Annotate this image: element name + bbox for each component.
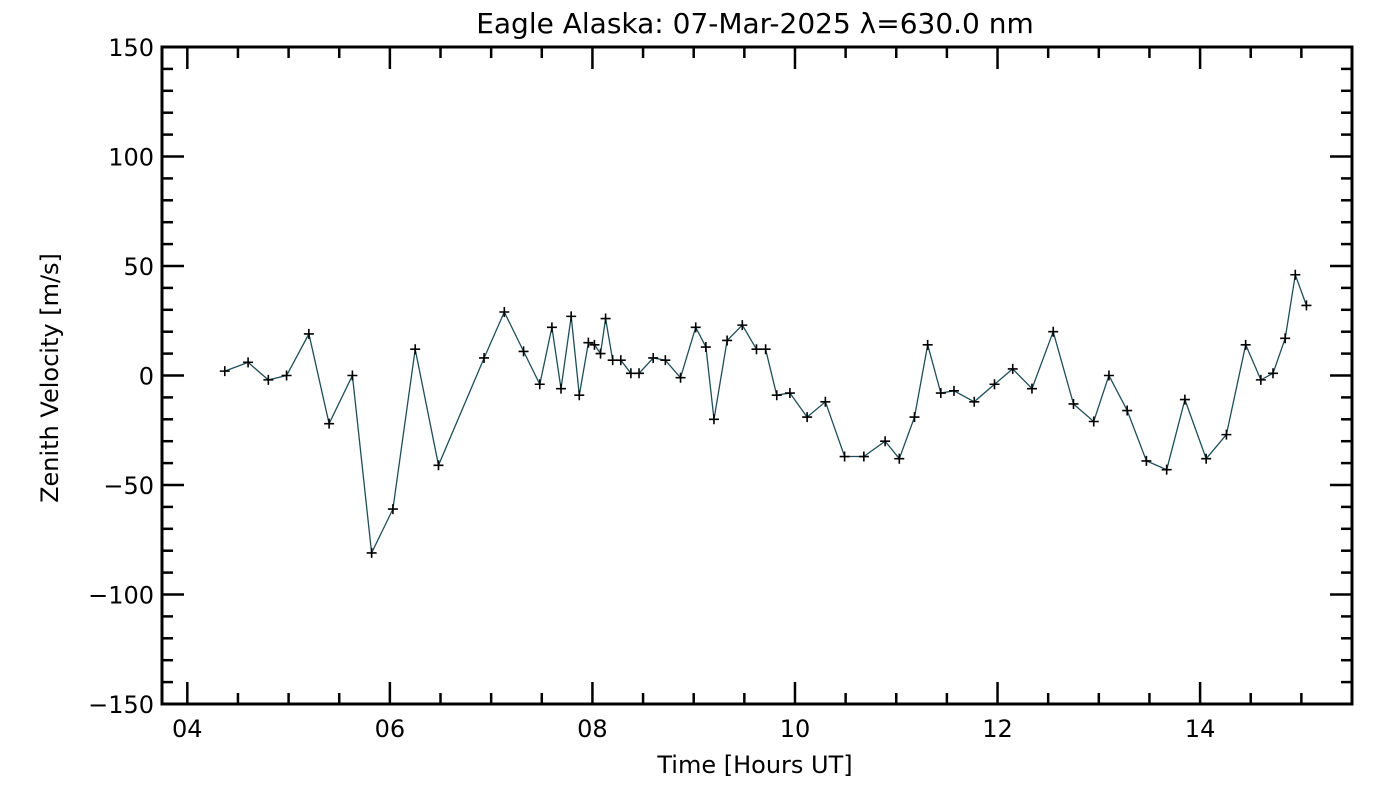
data-point-marker xyxy=(784,388,795,399)
data-point-marker xyxy=(566,311,577,322)
data-point-marker xyxy=(281,370,292,381)
data-point-marker xyxy=(324,418,335,429)
data-point-marker xyxy=(1026,383,1037,394)
data-point-marker xyxy=(1122,405,1133,416)
data-series-line xyxy=(224,272,1308,556)
data-point-marker xyxy=(433,460,444,471)
data-point-marker xyxy=(556,383,567,394)
x-tick-label: 10 xyxy=(780,715,811,743)
x-tick-label: 14 xyxy=(1185,715,1216,743)
data-point-marker xyxy=(600,313,611,324)
data-point-marker xyxy=(1161,464,1172,475)
data-point-marker xyxy=(499,306,510,317)
data-point-marker xyxy=(858,451,869,462)
data-point-marker xyxy=(1068,398,1079,409)
y-tick-label: −50 xyxy=(103,472,154,500)
axis-tick-labels: −150 −100 −50 0 50 100 150 04 06 08 10 12 14 xyxy=(88,34,1215,743)
y-tick-label: 0 xyxy=(139,363,154,391)
data-point-marker xyxy=(534,379,545,390)
data-point-marker xyxy=(802,412,813,423)
data-point-marker xyxy=(366,547,377,558)
data-point-marker xyxy=(479,352,490,363)
x-tick-label: 04 xyxy=(172,715,203,743)
data-point-marker xyxy=(615,355,626,366)
data-point-marker xyxy=(1290,269,1301,280)
data-point-marker xyxy=(909,412,920,423)
data-point-marker xyxy=(737,320,748,331)
data-point-marker xyxy=(1088,416,1099,427)
data-point-marker xyxy=(546,322,557,333)
data-point-marker xyxy=(589,339,600,350)
y-tick-label: 100 xyxy=(108,144,154,172)
x-tick-label: 06 xyxy=(375,715,406,743)
data-point-marker xyxy=(634,368,645,379)
data-point-marker xyxy=(1048,326,1059,337)
data-point-marker xyxy=(894,453,905,464)
data-point-marker xyxy=(518,346,529,357)
data-point-marker xyxy=(820,396,831,407)
data-point-marker xyxy=(243,357,254,368)
data-point-marker xyxy=(922,339,933,350)
data-point-marker xyxy=(1255,374,1266,385)
data-point-marker xyxy=(675,372,686,383)
y-tick-label: 150 xyxy=(108,34,154,62)
data-point-marker xyxy=(595,348,606,359)
data-point-marker xyxy=(574,390,585,401)
data-point-marker xyxy=(700,342,711,353)
data-point-marker xyxy=(648,352,659,363)
x-tick-label: 12 xyxy=(982,715,1013,743)
y-tick-label: 50 xyxy=(123,253,154,281)
data-point-marker xyxy=(771,390,782,401)
data-point-marker xyxy=(948,385,959,396)
data-point-marker xyxy=(969,396,980,407)
plot-frame xyxy=(160,45,1354,706)
data-point-marker xyxy=(935,388,946,399)
y-tick-label: −150 xyxy=(88,691,154,719)
data-point-marker xyxy=(880,436,891,447)
data-point-marker xyxy=(1141,455,1152,466)
data-point-marker xyxy=(722,335,733,346)
data-point-marker xyxy=(751,344,762,355)
data-point-marker xyxy=(1103,370,1114,381)
x-tick-label: 08 xyxy=(577,715,608,743)
data-point-marker xyxy=(1268,368,1278,379)
data-point-marker xyxy=(690,322,701,333)
data-point-marker xyxy=(583,337,594,348)
data-point-marker xyxy=(760,344,771,355)
chart-title: Eagle Alaska: 07-Mar-2025 λ=630.0 nm xyxy=(476,7,1034,40)
data-point-marker xyxy=(303,328,314,339)
data-point-marker xyxy=(1280,333,1291,344)
data-point-marker xyxy=(1007,363,1018,374)
data-markers xyxy=(219,269,1312,558)
data-point-marker xyxy=(387,504,398,515)
data-point-marker xyxy=(1240,339,1251,350)
data-point-marker xyxy=(1179,394,1190,405)
data-point-marker xyxy=(839,451,850,462)
data-point-marker xyxy=(1221,429,1232,440)
data-point-marker xyxy=(410,344,421,355)
y-axis-label: Zenith Velocity [m/s] xyxy=(36,253,64,503)
axis-ticks xyxy=(162,45,1354,706)
data-point-marker xyxy=(708,414,719,425)
data-point-marker xyxy=(989,379,1000,390)
data-point-marker xyxy=(660,355,671,366)
data-point-marker xyxy=(347,370,358,381)
data-point-marker xyxy=(1301,300,1312,311)
data-point-marker xyxy=(263,374,274,385)
x-axis-label: Time [Hours UT] xyxy=(656,751,852,779)
y-tick-label: −100 xyxy=(88,582,154,610)
data-point-marker xyxy=(219,366,230,377)
data-point-marker xyxy=(1201,453,1212,464)
